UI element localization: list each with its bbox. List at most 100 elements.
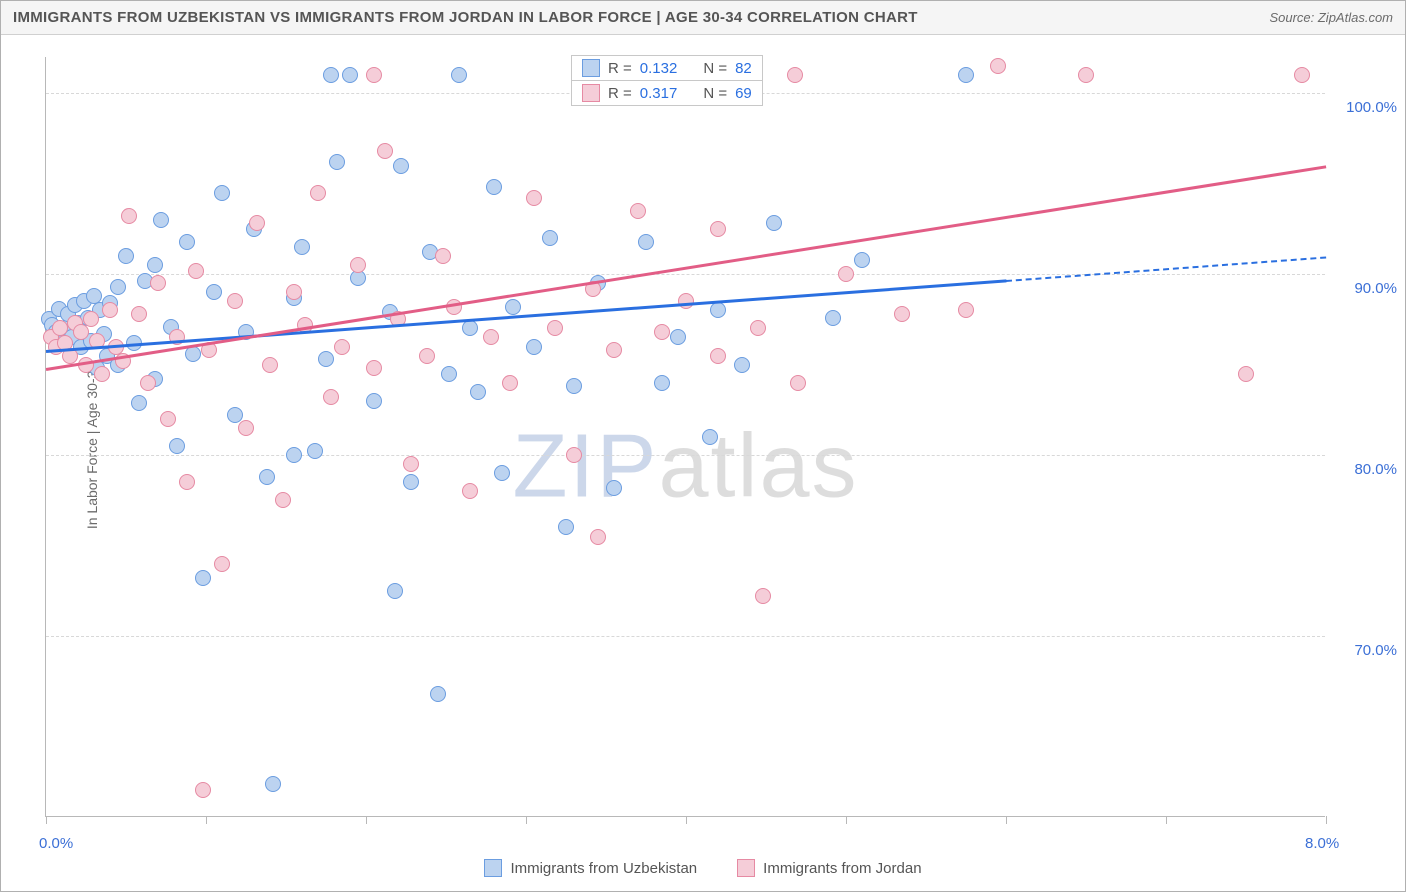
y-tick-label: 90.0% [1354,280,1397,297]
data-point [195,782,211,798]
y-tick-label: 100.0% [1346,99,1397,116]
data-point [403,474,419,490]
data-point [630,203,646,219]
x-tick [686,816,687,824]
data-point [787,67,803,83]
legend-series-label: Immigrants from Uzbekistan [510,860,697,877]
data-point [334,339,350,355]
data-point [275,492,291,508]
chart-title: IMMIGRANTS FROM UZBEKISTAN VS IMMIGRANTS… [13,9,918,26]
legend-n-value: 69 [735,85,752,102]
data-point [566,447,582,463]
data-point [83,311,99,327]
trend-line-extrapolated [1006,256,1326,282]
gridline-h [46,274,1325,275]
data-point [329,154,345,170]
data-point [838,266,854,282]
data-point [1238,366,1254,382]
data-point [179,234,195,250]
data-point [393,158,409,174]
data-point [486,179,502,195]
data-point [1294,67,1310,83]
x-tick [1006,816,1007,824]
data-point [286,447,302,463]
watermark-b: atlas [658,416,858,516]
data-point [505,299,521,315]
data-point [387,583,403,599]
data-point [265,776,281,792]
x-axis-max-label: 8.0% [1305,835,1339,852]
data-point [670,329,686,345]
data-point [259,469,275,485]
x-axis-min-label: 0.0% [39,835,73,852]
data-point [366,360,382,376]
x-tick [46,816,47,824]
data-point [958,67,974,83]
data-point [94,366,110,382]
data-point [854,252,870,268]
x-tick [526,816,527,824]
data-point [214,556,230,572]
data-point [238,420,254,436]
data-point [110,279,126,295]
data-point [825,310,841,326]
data-point [118,248,134,264]
data-point [185,346,201,362]
y-tick-label: 80.0% [1354,461,1397,478]
legend-series: Immigrants from Uzbekistan Immigrants fro… [1,859,1405,877]
data-point [195,570,211,586]
data-point [169,438,185,454]
data-point [470,384,486,400]
legend-swatch [484,859,502,877]
data-point [750,320,766,336]
data-point [483,329,499,345]
x-tick [206,816,207,824]
data-point [323,67,339,83]
data-point [566,378,582,394]
data-point [377,143,393,159]
legend-swatch [582,59,600,77]
data-point [990,58,1006,74]
legend-swatch [737,859,755,877]
data-point [678,293,694,309]
legend-r-value: 0.317 [640,85,678,102]
data-point [403,456,419,472]
legend-n-label: N = [703,60,727,77]
data-point [710,302,726,318]
data-point [766,215,782,231]
x-tick [1326,816,1327,824]
plot-area: ZIPatlas [45,57,1325,817]
data-point [958,302,974,318]
data-point [430,686,446,702]
data-point [227,293,243,309]
legend-item: Immigrants from Uzbekistan [484,859,697,877]
data-point [710,221,726,237]
gridline-h [46,455,1325,456]
data-point [206,284,222,300]
data-point [435,248,451,264]
data-point [214,185,230,201]
data-point [526,190,542,206]
data-point [419,348,435,364]
gridline-h [46,636,1325,637]
legend-n-value: 82 [735,60,752,77]
data-point [366,393,382,409]
data-point [702,429,718,445]
legend-r-label: R = [608,60,632,77]
y-tick-label: 70.0% [1354,642,1397,659]
data-point [286,284,302,300]
source-label: Source: ZipAtlas.com [1269,10,1393,25]
legend-series-label: Immigrants from Jordan [763,860,921,877]
data-point [140,375,156,391]
header-bar: IMMIGRANTS FROM UZBEKISTAN VS IMMIGRANTS… [1,1,1405,35]
data-point [494,465,510,481]
data-point [547,320,563,336]
data-point [654,375,670,391]
data-point [606,480,622,496]
data-point [147,257,163,273]
legend-n-label: N = [703,85,727,102]
data-point [131,395,147,411]
data-point [153,212,169,228]
legend-swatch [582,84,600,102]
data-point [462,320,478,336]
